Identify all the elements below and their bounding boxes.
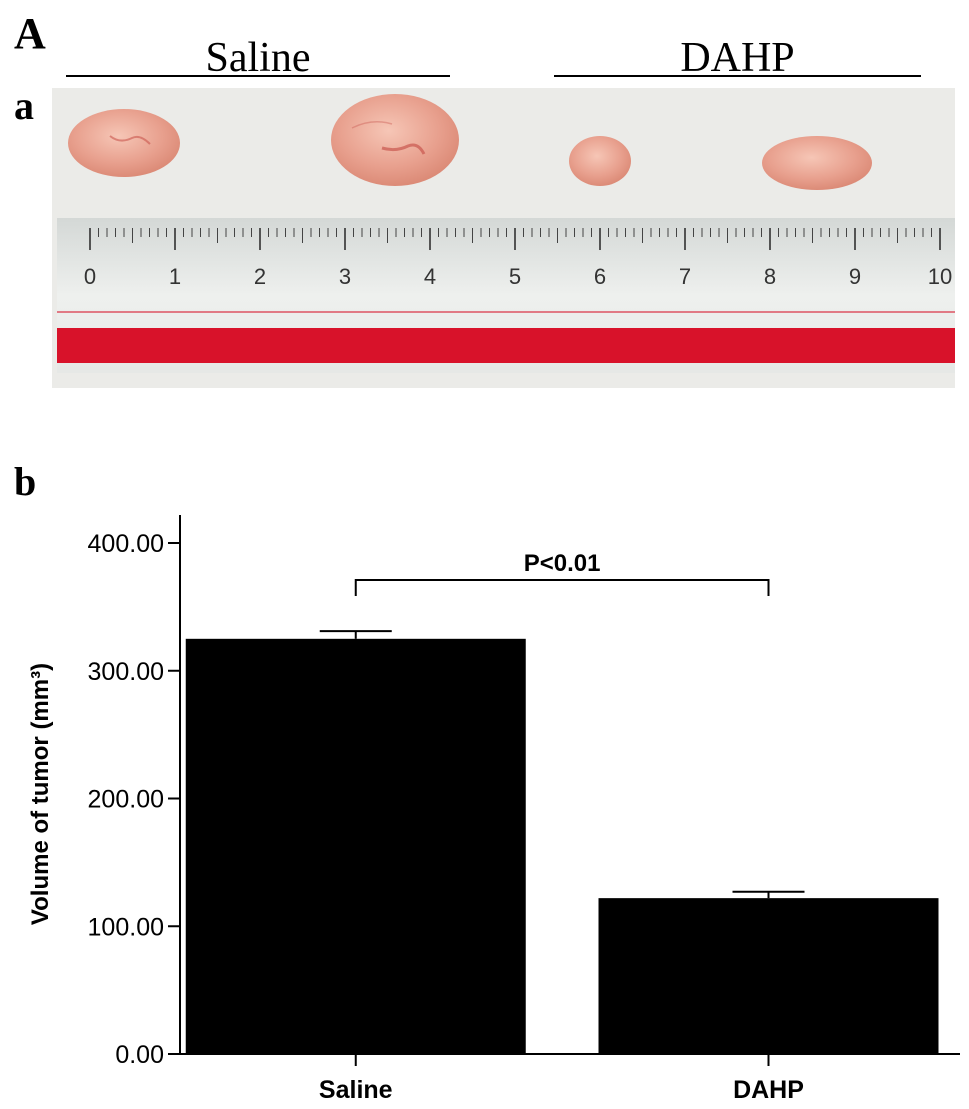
ruler-number: 3: [339, 264, 351, 289]
ruler-ticks: [89, 228, 941, 250]
dahp-group-header: DAHP: [680, 35, 795, 81]
y-axis-label: Volume of tumor (mm³): [27, 663, 54, 925]
y-axis: 0.00 100.00 200.00 300.00 400.00: [88, 515, 181, 1069]
ruler-number: 2: [254, 264, 266, 289]
bracket-line: [354, 579, 770, 596]
subpanel-b-label: b: [14, 459, 37, 504]
x-tick-label: DAHP: [733, 1076, 804, 1104]
x-axis: Saline DAHP: [180, 1053, 960, 1104]
ruler-red-band: [57, 328, 955, 363]
ruler-number: 1: [169, 264, 181, 289]
dahp-header-line: [554, 75, 921, 77]
tumor-photo: 0 1 2 3 4 5 6 7 8 9 10: [52, 88, 955, 388]
ruler-number: 10: [928, 264, 952, 289]
x-tick-label: Saline: [319, 1076, 393, 1104]
panel-label: A: [14, 9, 46, 58]
ruler-number: 0: [84, 264, 96, 289]
y-tick-label: 200.00: [88, 786, 164, 814]
ruler-number: 4: [424, 264, 436, 289]
p-value-label: P<0.01: [524, 550, 601, 577]
tumor-dahp-1: [569, 136, 631, 186]
y-tick-label: 400.00: [88, 530, 164, 558]
ruler-number: 6: [594, 264, 606, 289]
y-tick-label: 100.00: [88, 913, 164, 941]
ruler-number: 5: [509, 264, 521, 289]
ruler-number: 8: [764, 264, 776, 289]
tumor-saline-2: [331, 94, 459, 186]
significance-bracket: P<0.01: [354, 550, 770, 596]
bar-dahp: [598, 898, 939, 1054]
ruler-labels: 0 1 2 3 4 5 6 7 8 9 10: [84, 264, 952, 289]
y-tick-label: 300.00: [88, 658, 164, 686]
tumor-dahp-2: [762, 136, 872, 190]
ruler-number: 7: [679, 264, 691, 289]
tumor-saline-1: [68, 109, 180, 177]
bars: [185, 630, 939, 1054]
ruler-number: 9: [849, 264, 861, 289]
subpanel-a-label: a: [14, 83, 34, 128]
bar-saline: [185, 638, 526, 1054]
y-tick-label: 0.00: [115, 1041, 164, 1069]
saline-group-header: Saline: [205, 35, 311, 81]
saline-header-line: [66, 75, 450, 77]
